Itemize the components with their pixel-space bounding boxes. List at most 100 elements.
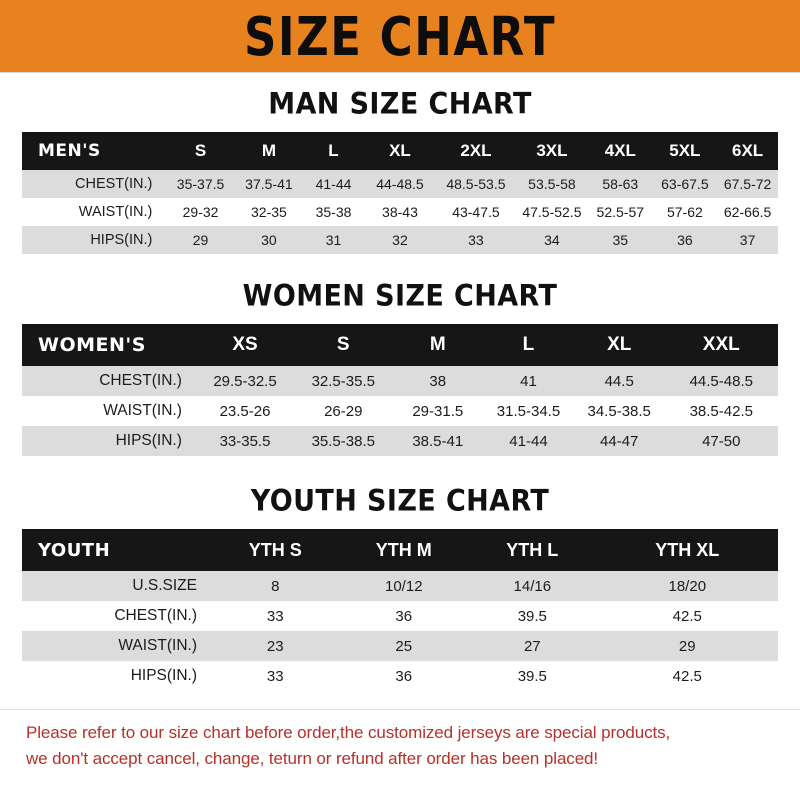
women-table-body: WOMEN'S XS S M L XL XXL CHEST(IN.) 29.5-… (22, 324, 778, 456)
women-col-l: L (522, 334, 535, 355)
cell: 62-66.5 (723, 204, 772, 220)
cell: 38.5-42.5 (689, 402, 753, 420)
man-size-chart-section: MAN SIZE CHART MEN'S S M L XL 2XL 3XL 4X… (0, 87, 800, 254)
cell: 29-31.5 (412, 402, 464, 420)
cell: 14/16 (513, 577, 552, 595)
cell: 44.5-48.5 (689, 372, 753, 390)
man-col-3xl: 3XL (536, 141, 568, 160)
women-col-xxl: XXL (702, 334, 740, 355)
youth-table-wrapper: YOUTH YTH S YTH M YTH L YTH XL U.S.SIZE … (22, 529, 778, 691)
youth-size-chart-section: YOUTH SIZE CHART YOUTH YTH S YTH M YTH L… (0, 484, 800, 691)
table-row: CHEST(IN.) 29.5-32.5 32.5-35.5 38 41 44.… (22, 366, 778, 396)
page-title: SIZE CHART (243, 4, 557, 68)
youth-col-s: YTH S (248, 539, 302, 560)
cell: 35 (612, 232, 629, 248)
man-table-wrapper: MEN'S S M L XL 2XL 3XL 4XL 5XL 6XL CHEST… (22, 132, 778, 254)
cell: 25 (395, 637, 413, 655)
cell: 42.5 (672, 607, 702, 625)
youth-row-label-hips: HIPS(IN.) (130, 667, 197, 684)
cell: 43-47.5 (452, 204, 500, 220)
women-row-label-waist: WAIST(IN.) (103, 402, 182, 419)
women-col-s: S (336, 334, 350, 355)
table-row: WAIST(IN.) 23.5-26 26-29 29-31.5 31.5-34… (22, 396, 778, 426)
cell: 36 (395, 667, 413, 685)
cell: 39.5 (517, 607, 547, 625)
cell: 33 (468, 232, 484, 248)
table-row: CHEST(IN.) 35-37.5 37.5-41 41-44 44-48.5… (22, 170, 778, 198)
women-header-label: WOMEN'S (38, 334, 146, 356)
women-col-xl: XL (607, 334, 632, 355)
cell: 41 (520, 372, 537, 390)
cell: 48.5-53.5 (446, 176, 506, 192)
table-row: WAIST(IN.) 29-32 32-35 35-38 38-43 43-47… (22, 198, 778, 226)
women-section-title: WOMEN SIZE CHART (242, 279, 558, 314)
cell: 38 (429, 372, 447, 390)
man-col-2xl: 2XL (460, 141, 492, 160)
women-col-m: M (429, 334, 446, 355)
cell: 18/20 (668, 577, 707, 595)
cell: 41-44 (315, 176, 352, 192)
man-row-label-hips: HIPS(IN.) (90, 232, 153, 248)
youth-col-m: YTH M (375, 539, 432, 560)
youth-table-body: YOUTH YTH S YTH M YTH L YTH XL U.S.SIZE … (22, 529, 778, 691)
disclaimer-note: Please refer to our size chart before or… (0, 709, 800, 773)
youth-section-title: YOUTH SIZE CHART (250, 484, 550, 519)
cell: 36 (677, 232, 693, 248)
cell: 32.5-35.5 (311, 372, 375, 390)
size-chart-banner: SIZE CHART (0, 0, 800, 73)
man-col-m: M (261, 141, 276, 160)
man-header-label: MEN'S (38, 141, 101, 161)
cell: 47-50 (702, 432, 741, 450)
cell: 29.5-32.5 (213, 372, 277, 390)
cell: 34.5-38.5 (587, 402, 651, 420)
man-table-header-row: MEN'S S M L XL 2XL 3XL 4XL 5XL 6XL (22, 132, 778, 170)
youth-row-label-ussize: U.S.SIZE (132, 577, 197, 594)
table-row: HIPS(IN.) 33-35.5 35.5-38.5 38.5-41 41-4… (22, 426, 778, 456)
man-col-s: S (194, 141, 207, 160)
table-row: HIPS(IN.) 33 36 39.5 42.5 (22, 661, 778, 691)
cell: 39.5 (517, 667, 547, 685)
cell: 44.5 (604, 372, 634, 390)
cell: 34 (544, 232, 560, 248)
cell: 23 (266, 637, 284, 655)
table-row: WAIST(IN.) 23 25 27 29 (22, 631, 778, 661)
cell: 29 (192, 232, 209, 248)
cell: 35-37.5 (176, 176, 225, 192)
cell: 53.5-58 (528, 176, 576, 192)
cell: 37.5-41 (245, 176, 293, 192)
man-section-title: MAN SIZE CHART (268, 87, 532, 122)
cell: 33 (266, 667, 284, 685)
women-size-table: WOMEN'S XS S M L XL XXL CHEST(IN.) 29.5-… (22, 324, 778, 456)
cell: 23.5-26 (219, 402, 271, 420)
cell: 29-32 (182, 204, 219, 220)
youth-row-label-chest: CHEST(IN.) (114, 607, 197, 624)
cell: 38.5-41 (412, 432, 464, 450)
cell: 30 (261, 232, 277, 248)
youth-col-xl: YTH XL (655, 539, 720, 560)
youth-col-l: YTH L (506, 539, 559, 560)
disclaimer-line-2: we don't accept cancel, change, teturn o… (26, 749, 599, 769)
man-size-table: MEN'S S M L XL 2XL 3XL 4XL 5XL 6XL CHEST… (22, 132, 778, 254)
man-col-xl: XL (389, 141, 411, 160)
disclaimer-line-1: Please refer to our size chart before or… (26, 723, 671, 742)
man-col-4xl: 4XL (604, 141, 636, 160)
cell: 44-47 (600, 432, 639, 450)
cell: 63-67.5 (661, 176, 709, 192)
youth-row-label-waist: WAIST(IN.) (118, 637, 197, 654)
man-row-label-waist: WAIST(IN.) (78, 204, 153, 220)
man-col-5xl: 5XL (669, 141, 701, 160)
table-row: HIPS(IN.) 29 30 31 32 33 34 35 36 37 (22, 226, 778, 254)
women-row-label-chest: CHEST(IN.) (99, 372, 182, 389)
cell: 67.5-72 (723, 176, 772, 192)
cell: 32-35 (251, 204, 287, 220)
women-table-wrapper: WOMEN'S XS S M L XL XXL CHEST(IN.) 29.5-… (22, 324, 778, 456)
women-row-label-hips: HIPS(IN.) (115, 432, 182, 449)
man-row-label-chest: CHEST(IN.) (75, 176, 153, 192)
women-col-xs: XS (232, 334, 258, 355)
cell: 41-44 (509, 432, 548, 450)
cell: 31 (325, 232, 342, 248)
cell: 36 (395, 607, 413, 625)
man-col-6xl: 6XL (731, 141, 764, 160)
cell: 35-38 (315, 204, 352, 220)
cell: 8 (271, 577, 280, 595)
